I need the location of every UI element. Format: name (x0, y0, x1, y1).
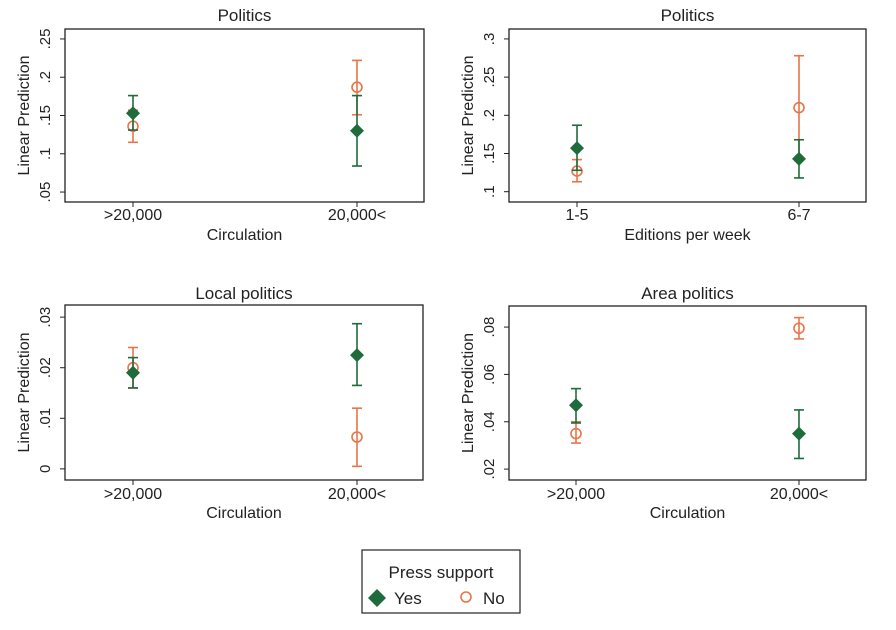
y-tick-label: .3 (481, 33, 498, 46)
y-tick-label: .25 (37, 29, 54, 50)
legend-yes-label: Yes (394, 589, 422, 608)
error-bar-no (352, 407, 362, 468)
x-tick-label: 20,000< (328, 207, 386, 224)
point-no (793, 101, 805, 114)
point-yes (569, 398, 583, 413)
panel-title: Area politics (641, 284, 734, 303)
x-tick-label: 20,000< (328, 486, 386, 503)
legend-title: Press support (389, 563, 494, 582)
y-tick-label: .06 (481, 364, 498, 385)
point-yes (126, 106, 140, 121)
legend: Press support Yes No (361, 549, 521, 614)
y-tick-label: .02 (481, 459, 498, 480)
error-bar-no (794, 316, 804, 340)
y-tick-label: .15 (37, 105, 54, 126)
x-tick-label: >20,000 (104, 207, 162, 224)
legend-no-label: No (483, 589, 505, 608)
y-tick-label: .08 (481, 317, 498, 338)
plot-area (64, 304, 424, 481)
point-yes (126, 365, 140, 380)
point-no (351, 81, 363, 93)
legend-yes-diamond-icon (368, 589, 386, 607)
x-axis-label: Circulation (206, 505, 282, 522)
y-tick-label: .02 (37, 357, 54, 378)
x-axis-label: Editions per week (624, 227, 751, 244)
x-tick-label: >20,000 (547, 486, 605, 503)
x-axis-label: Circulation (650, 505, 726, 522)
panel-title: Local politics (195, 284, 292, 303)
plot-area (64, 28, 425, 203)
y-tick-label: .2 (481, 109, 498, 122)
y-axis-label: Linear Prediction (16, 332, 33, 452)
y-tick-label: .01 (37, 408, 54, 429)
point-no (351, 431, 363, 443)
y-axis-label: Linear Prediction (460, 333, 477, 453)
panel-2: Politics .1 .15 .2 .25 .3 Linear Prediction 1-5… (460, 6, 867, 244)
point-yes (570, 141, 584, 156)
point-yes (792, 426, 806, 441)
point-yes (350, 123, 364, 138)
y-axis-label: Linear Prediction (16, 55, 33, 175)
y-tick-label: .04 (481, 411, 498, 432)
point-yes (792, 151, 806, 166)
y-tick-label: .15 (481, 143, 498, 164)
panel-title: Politics (218, 6, 272, 25)
x-axis-label: Circulation (207, 227, 283, 244)
y-tick-label: .03 (37, 307, 54, 328)
point-no (793, 322, 805, 335)
y-axis-label: Linear Prediction (460, 55, 477, 175)
y-tick-label: .1 (481, 185, 498, 198)
plot-area (508, 305, 867, 481)
x-tick-label: 20,000< (770, 486, 828, 503)
point-yes (350, 348, 364, 363)
y-tick-label: .1 (37, 148, 54, 161)
y-tick-label: .25 (481, 67, 498, 88)
plot-area (508, 28, 867, 203)
panel-title: Politics (661, 6, 715, 25)
y-tick-label: .05 (37, 182, 54, 203)
legend-no-circle-icon (460, 591, 472, 603)
point-no (570, 427, 582, 440)
y-tick-label: 0 (37, 465, 54, 473)
x-tick-label: 6-7 (787, 207, 810, 224)
y-tick-label: .2 (37, 71, 54, 84)
x-tick-label: >20,000 (104, 486, 162, 503)
x-tick-label: 1-5 (565, 207, 588, 224)
